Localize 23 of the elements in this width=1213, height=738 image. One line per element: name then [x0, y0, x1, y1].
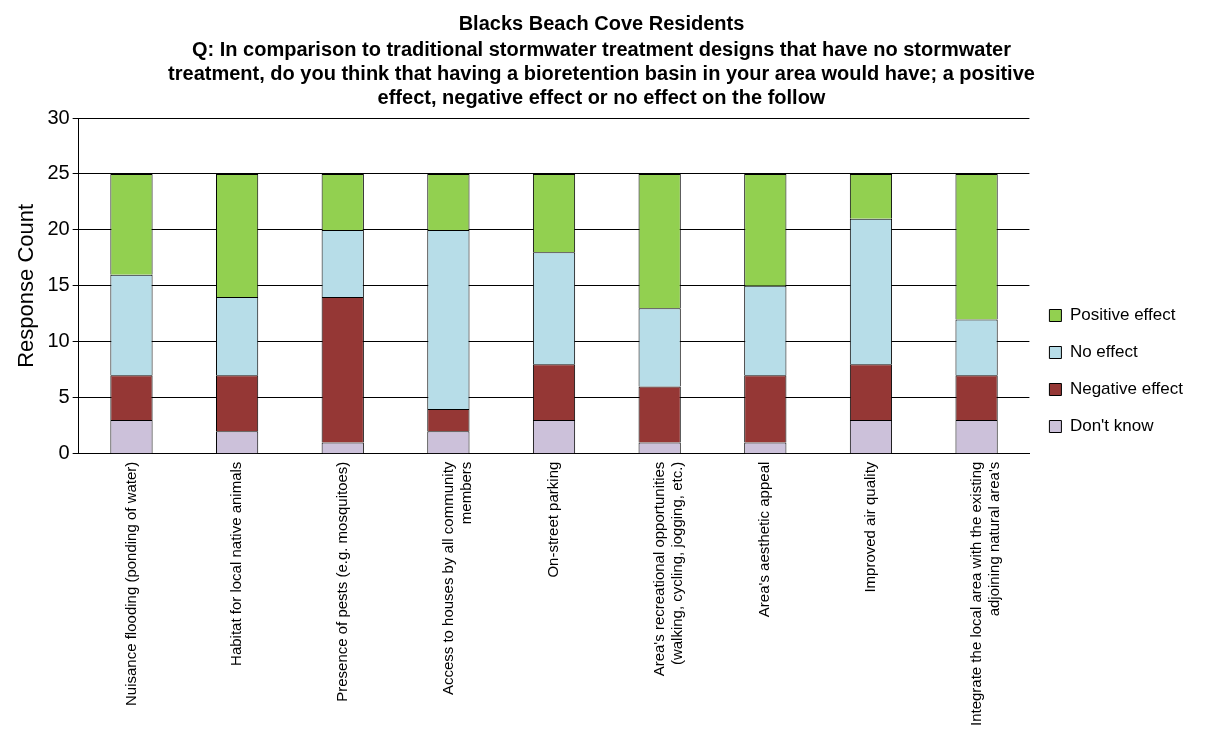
y-axis-title: Response Count: [13, 203, 39, 368]
x-tick-label: Area's recreational opportunities (walking, cycling, jogging, etc.): [649, 461, 685, 677]
legend-label: No effect: [1069, 342, 1138, 362]
x-tick-label: Nuisance flooding (ponding of water): [121, 461, 139, 706]
y-tick-label: 15: [47, 273, 70, 296]
y-tick-label: 20: [47, 217, 70, 240]
y-tick-label: 0: [58, 441, 70, 464]
legend-label: Don't know: [1069, 416, 1155, 436]
x-tick-label: Access to houses by all community members: [438, 461, 474, 696]
x-tick-label: Integrate the local area with the existing adjoining natural area's: [966, 461, 1002, 726]
chart-title: Blacks Beach Cove Residents: [458, 11, 745, 34]
legend-label: Negative effect: [1069, 379, 1184, 399]
chart-subtitle: Q: In comparison to traditional stormwater treatment designs that have no stormwater treatment, do you think that having a bioretention basin in your area would have; a positive effect, negative effect or no effect on the follow: [168, 37, 1035, 108]
legend-label: Positive effect: [1069, 305, 1176, 325]
x-tick-label: Improved air quality: [861, 461, 879, 593]
y-tick-label: 10: [47, 329, 70, 352]
x-tick-label: On-street parking: [544, 461, 562, 578]
y-tick-label: 25: [47, 161, 70, 184]
y-tick-label: 5: [58, 385, 70, 408]
x-tick-label: Presence of pests (e.g. mosquitoes): [332, 461, 350, 702]
x-tick-label: Habitat for local native animals: [227, 461, 245, 666]
x-tick-label: Area's aesthetic appeal: [755, 461, 773, 618]
y-tick-label: 30: [47, 105, 70, 128]
